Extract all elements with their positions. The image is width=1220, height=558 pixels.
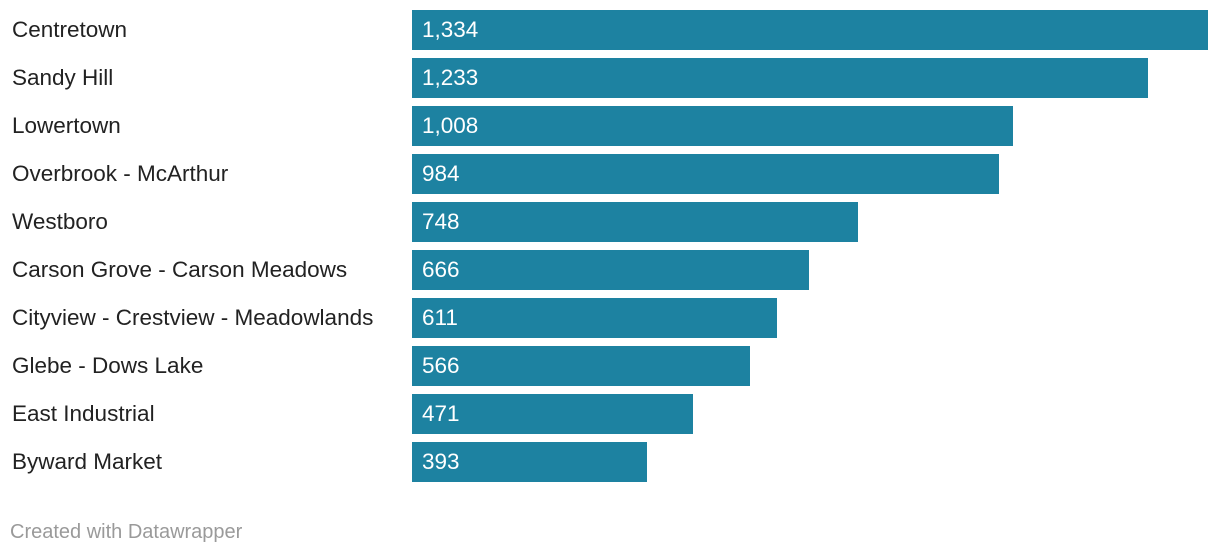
bar: 984 xyxy=(412,154,999,194)
category-label: Westboro xyxy=(12,209,108,234)
bar-row: Lowertown 1,008 xyxy=(0,106,1220,146)
bar: 566 xyxy=(412,346,750,386)
bar: 1,008 xyxy=(412,106,1013,146)
bar-chart: Centretown 1,334 Sandy Hill 1,233 Lowertown 1… xyxy=(0,10,1220,482)
value-label: 748 xyxy=(422,209,460,234)
bar-row: Cityview - Crestview - Meadowlands 611 xyxy=(0,298,1220,338)
value-label: 1,233 xyxy=(422,65,479,90)
value-label: 1,334 xyxy=(422,17,479,42)
value-label: 566 xyxy=(422,353,460,378)
bar: 748 xyxy=(412,202,858,242)
value-label: 666 xyxy=(422,257,460,282)
bar: 471 xyxy=(412,394,693,434)
category-label: Cityview - Crestview - Meadowlands xyxy=(12,305,374,330)
bar-row: Glebe - Dows Lake 566 xyxy=(0,346,1220,386)
bar-row: Byward Market 393 xyxy=(0,442,1220,482)
category-label: Lowertown xyxy=(12,113,121,138)
bar: 1,233 xyxy=(412,58,1148,98)
value-label: 611 xyxy=(422,305,458,330)
value-label: 471 xyxy=(422,401,460,426)
bar: 611 xyxy=(412,298,777,338)
category-label: Byward Market xyxy=(12,449,163,474)
bar: 1,334 xyxy=(412,10,1208,50)
category-label: Overbrook - McArthur xyxy=(12,161,229,186)
bar: 393 xyxy=(412,442,647,482)
value-label: 984 xyxy=(422,161,460,186)
bar-row: East Industrial 471 xyxy=(0,394,1220,434)
bar: 666 xyxy=(412,250,809,290)
bar-row: Westboro 748 xyxy=(0,202,1220,242)
category-label: Glebe - Dows Lake xyxy=(12,353,204,378)
category-label: Carson Grove - Carson Meadows xyxy=(12,257,348,282)
category-label: East Industrial xyxy=(12,401,155,426)
value-label: 393 xyxy=(422,449,460,474)
chart-credit: Created with Datawrapper xyxy=(10,521,243,543)
bar-row: Sandy Hill 1,233 xyxy=(0,58,1220,98)
bar-row: Overbrook - McArthur 984 xyxy=(0,154,1220,194)
bar-row: Carson Grove - Carson Meadows 666 xyxy=(0,250,1220,290)
category-label: Sandy Hill xyxy=(12,65,114,90)
bar-row: Centretown 1,334 xyxy=(0,10,1220,50)
value-label: 1,008 xyxy=(422,113,479,138)
category-label: Centretown xyxy=(12,17,128,42)
